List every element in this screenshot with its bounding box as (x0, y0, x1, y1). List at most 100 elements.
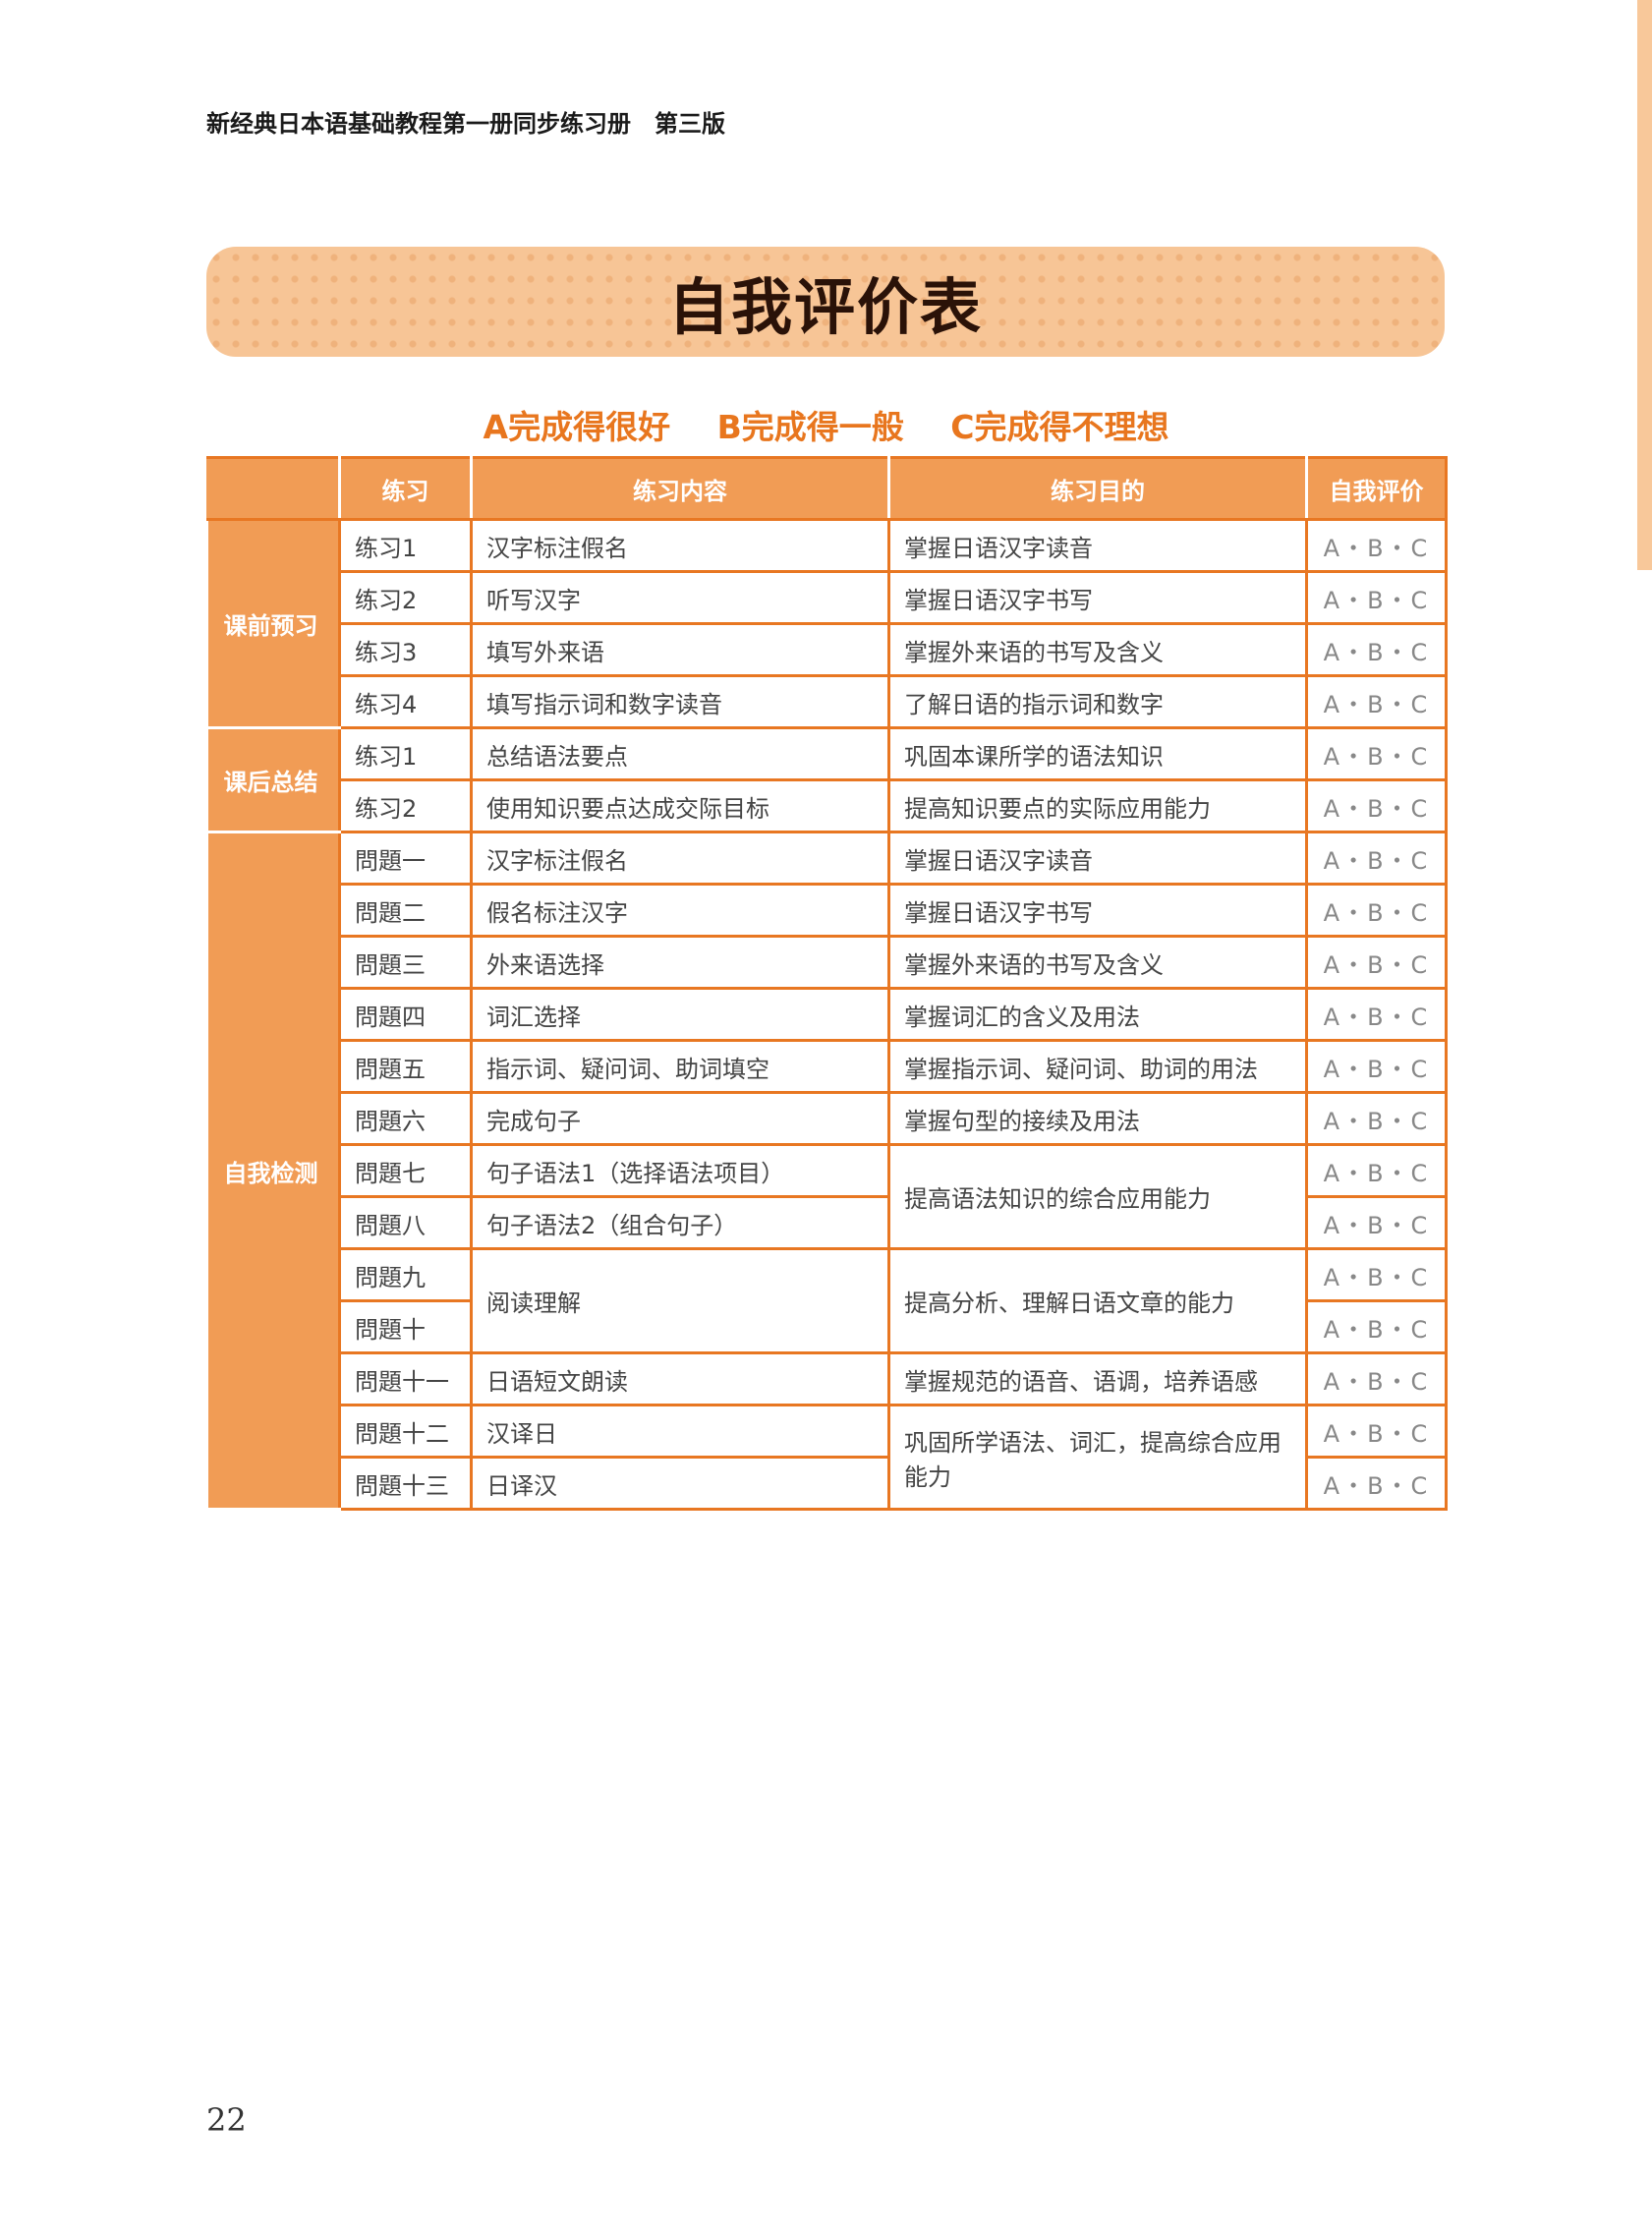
table-row: 問題二 假名标注汉字 掌握日语汉字书写 A・B・C (208, 883, 1448, 938)
exercise-item: 练习4 (338, 674, 473, 729)
exercise-goal: 提高分析、理解日语文章的能力 (887, 1247, 1308, 1354)
table-header-row: 练习 练习内容 练习目的 自我评价 (206, 456, 1448, 521)
exercise-content: 日译汉 (470, 1456, 890, 1511)
rating-options: A・B・C (1305, 831, 1448, 886)
table-row: 問題十二 汉译日 巩固所学语法、词汇，提高综合应用能力 A・B・C (208, 1404, 1448, 1511)
exercise-content: 日语短文朗读 (470, 1351, 890, 1406)
self-evaluation-table: 练习 练习内容 练习目的 自我评价 课前预习 练习1 汉字标注假名 掌握日语汉字读音 A… (206, 456, 1448, 1511)
exercise-content: 填写外来语 (470, 622, 890, 677)
table-row: 問題十三 日译汉 A・B・C (208, 1456, 1448, 1511)
table-row: 問題十一 日语短文朗读 掌握规范的语音、语调，培养语感 A・B・C (208, 1351, 1448, 1406)
exercise-item: 問題一 (338, 831, 473, 886)
table-row: 問題八 句子语法2（组合句子） A・B・C (208, 1195, 1448, 1250)
rating-options: A・B・C (1305, 1039, 1448, 1094)
exercise-item: 問題二 (338, 883, 473, 938)
legend-b: B完成得一般 (716, 408, 904, 446)
exercise-item: 問題七 (338, 1143, 473, 1198)
exercise-goal: 巩固所学语法、词汇，提高综合应用能力 (887, 1404, 1308, 1511)
exercise-content: 句子语法2（组合句子） (470, 1195, 890, 1250)
exercise-content: 使用知识要点达成交际目标 (470, 778, 890, 833)
header-group (206, 456, 341, 521)
table-row: 問題七 句子语法1（选择语法项目） 提高语法知识的综合应用能力 A・B・C (208, 1143, 1448, 1250)
page-edge-tab (1637, 0, 1652, 570)
rating-options: A・B・C (1305, 570, 1448, 625)
exercise-item: 問題九 (338, 1247, 473, 1302)
exercise-content: 填写指示词和数字读音 (470, 674, 890, 729)
exercise-goal: 掌握日语汉字读音 (887, 831, 1308, 886)
header-goal: 练习目的 (887, 456, 1308, 521)
rating-options: A・B・C (1305, 1143, 1448, 1198)
exercise-item: 练习2 (338, 778, 473, 833)
table-row: 练习2 使用知识要点达成交际目标 提高知识要点的实际应用能力 A・B・C (208, 778, 1448, 833)
exercise-goal: 掌握词汇的含义及用法 (887, 987, 1308, 1042)
table-row: 問題十 A・B・C (208, 1299, 1448, 1354)
page-title: 自我评价表 (667, 271, 983, 343)
rating-options: A・B・C (1305, 935, 1448, 990)
exercise-content: 听写汉字 (470, 570, 890, 625)
legend-c: C完成得不理想 (950, 408, 1169, 446)
rating-options: A・B・C (1305, 1351, 1448, 1406)
exercise-item: 問題四 (338, 987, 473, 1042)
table-row: 問題五 指示词、疑问词、助词填空 掌握指示词、疑问词、助词的用法 A・B・C (208, 1039, 1448, 1094)
exercise-goal: 掌握外来语的书写及含义 (887, 622, 1308, 677)
exercise-goal: 掌握规范的语音、语调，培养语感 (887, 1351, 1308, 1406)
exercise-item: 問題十一 (338, 1351, 473, 1406)
rating-options: A・B・C (1305, 1247, 1448, 1302)
exercise-goal: 掌握日语汉字书写 (887, 883, 1308, 938)
exercise-item: 問題六 (338, 1091, 473, 1146)
exercise-content: 汉译日 (470, 1404, 890, 1459)
running-header: 新经典日本语基础教程第一册同步练习册 第三版 (206, 110, 725, 138)
rating-options: A・B・C (1305, 1404, 1448, 1459)
exercise-goal: 了解日语的指示词和数字 (887, 674, 1308, 729)
exercise-content: 指示词、疑问词、助词填空 (470, 1039, 890, 1094)
rating-legend: A完成得很好 B完成得一般 C完成得不理想 (0, 401, 1652, 448)
exercise-goal: 掌握日语汉字读音 (887, 518, 1308, 573)
exercise-item: 問題十二 (338, 1404, 473, 1459)
exercise-content: 句子语法1（选择语法项目） (470, 1143, 890, 1198)
exercise-item: 练习2 (338, 570, 473, 625)
exercise-item: 問題五 (338, 1039, 473, 1094)
table-row: 课前预习 练习1 汉字标注假名 掌握日语汉字读音 A・B・C (207, 518, 1448, 729)
exercise-item: 练习3 (338, 622, 473, 677)
table-row: 問題六 完成句子 掌握句型的接续及用法 A・B・C (208, 1091, 1448, 1146)
rating-options: A・B・C (1305, 518, 1448, 573)
table-row: 练习3 填写外来语 掌握外来语的书写及含义 A・B・C (208, 622, 1448, 677)
exercise-item: 练习1 (338, 518, 473, 573)
exercise-item: 問題十三 (338, 1456, 473, 1511)
group-label: 课后总结 (207, 726, 341, 833)
page-number: 22 (206, 2101, 247, 2139)
rating-options: A・B・C (1305, 778, 1448, 833)
legend-a: A完成得很好 (483, 408, 671, 446)
exercise-goal: 巩固本课所学的语法知识 (887, 726, 1308, 781)
exercise-content: 阅读理解 (470, 1247, 890, 1354)
group-label: 课前预习 (207, 518, 341, 729)
rating-options: A・B・C (1305, 987, 1448, 1042)
group-label: 自我检测 (207, 831, 341, 1511)
exercise-goal: 掌握日语汉字书写 (887, 570, 1308, 625)
exercise-goal: 提高知识要点的实际应用能力 (887, 778, 1308, 833)
rating-options: A・B・C (1305, 622, 1448, 677)
header-content: 练习内容 (470, 456, 890, 521)
table-row: 問題三 外来语选择 掌握外来语的书写及含义 A・B・C (208, 935, 1448, 990)
rating-options: A・B・C (1305, 674, 1448, 729)
header-rating: 自我评价 (1305, 456, 1448, 521)
rating-options: A・B・C (1305, 883, 1448, 938)
exercise-content: 总结语法要点 (470, 726, 890, 781)
table-row: 课后总结 练习1 总结语法要点 巩固本课所学的语法知识 A・B・C (207, 726, 1448, 833)
table-row: 练习4 填写指示词和数字读音 了解日语的指示词和数字 A・B・C (208, 674, 1448, 729)
exercise-content: 外来语选择 (470, 935, 890, 990)
exercise-content: 词汇选择 (470, 987, 890, 1042)
header-item: 练习 (338, 456, 473, 521)
exercise-content: 汉字标注假名 (470, 831, 890, 886)
rating-options: A・B・C (1305, 726, 1448, 781)
exercise-item: 問題八 (338, 1195, 473, 1250)
rating-options: A・B・C (1305, 1299, 1448, 1354)
exercise-item: 問題三 (338, 935, 473, 990)
exercise-goal: 提高语法知识的综合应用能力 (887, 1143, 1308, 1250)
exercise-content: 完成句子 (470, 1091, 890, 1146)
rating-options: A・B・C (1305, 1195, 1448, 1250)
table-row: 問題九 阅读理解 提高分析、理解日语文章的能力 A・B・C (208, 1247, 1448, 1354)
exercise-content: 汉字标注假名 (470, 518, 890, 573)
exercise-goal: 掌握外来语的书写及含义 (887, 935, 1308, 990)
exercise-item: 問題十 (338, 1299, 473, 1354)
